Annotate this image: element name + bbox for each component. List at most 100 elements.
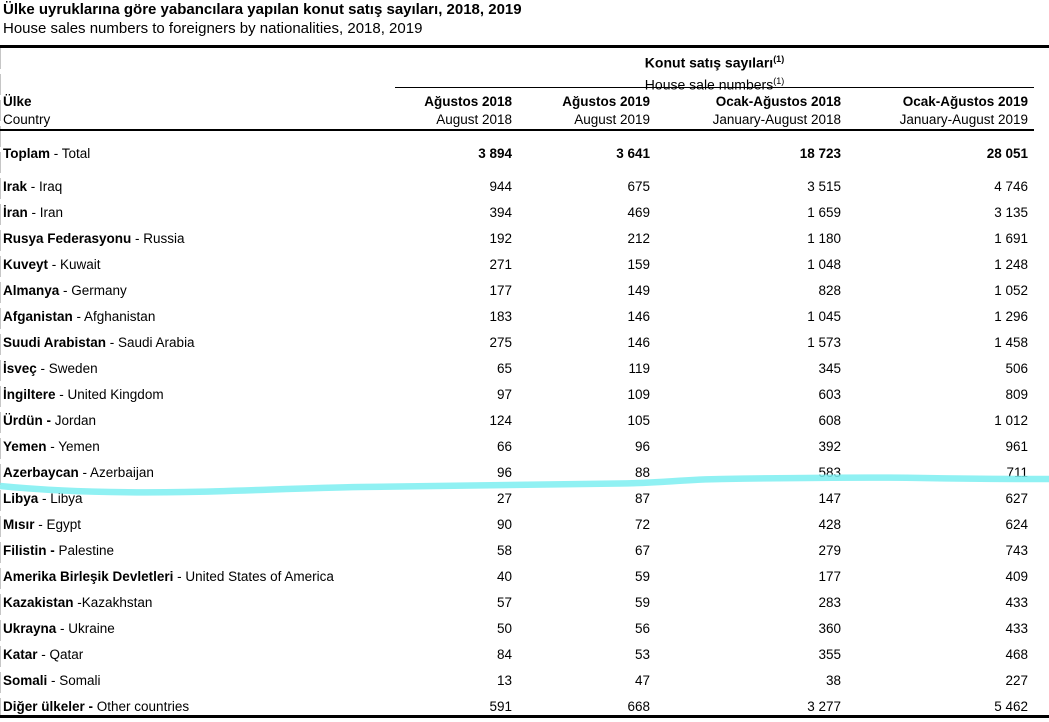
value-cell: 18 723 <box>799 145 841 161</box>
value-cell: 88 <box>634 464 650 480</box>
value-cell: 3 641 <box>616 145 650 161</box>
value-cell: 1 659 <box>807 204 841 220</box>
value-cell: 961 <box>1005 438 1028 454</box>
value-cell: 212 <box>627 230 650 246</box>
value-cell: 147 <box>818 490 841 506</box>
value-cell: 13 <box>496 672 512 688</box>
table-body: Toplam - Total 3 894 3 641 18 723 28 051 Irak… <box>0 133 1028 719</box>
value-cell: 345 <box>818 360 841 376</box>
value-cell: 105 <box>627 412 650 428</box>
group-header: Konut satış sayıları(1) House sale numbe… <box>395 50 1034 93</box>
country-cell: Amerika Birleşik Devletleri - United Sta… <box>3 568 334 584</box>
value-cell: 428 <box>818 516 841 532</box>
table-row: İngiltere - United Kingdom 97 109 603 809 <box>0 381 1028 407</box>
country-cell: Kazakistan -Kazakhstan <box>3 594 153 610</box>
country-cell: Kuveyt - Kuwait <box>3 256 101 272</box>
country-cell: Yemen - Yemen <box>3 438 100 454</box>
value-cell: 675 <box>627 178 650 194</box>
header-divider <box>0 129 1034 131</box>
value-cell: 1 691 <box>994 230 1028 246</box>
table-row: Libya - Libya 27 87 147 627 <box>0 485 1028 511</box>
value-cell: 96 <box>496 464 512 480</box>
value-cell: 603 <box>818 386 841 402</box>
value-cell: 96 <box>634 438 650 454</box>
value-cell: 3 135 <box>994 204 1028 220</box>
value-cell: 90 <box>496 516 512 532</box>
table-row: Suudi Arabistan - Saudi Arabia 275 146 1 57… <box>0 329 1028 355</box>
value-cell: 159 <box>627 256 650 272</box>
table-row: Katar - Qatar 84 53 355 468 <box>0 641 1028 667</box>
value-cell: 409 <box>1005 568 1028 584</box>
value-cell: 394 <box>489 204 512 220</box>
country-cell: Toplam - Total <box>3 145 91 161</box>
value-cell: 40 <box>496 568 512 584</box>
value-cell: 57 <box>496 594 512 610</box>
table-row: Somali - Somali 13 47 38 227 <box>0 667 1028 693</box>
value-cell: 84 <box>496 646 512 662</box>
value-cell: 355 <box>818 646 841 662</box>
country-cell: Ukrayna - Ukraine <box>3 620 115 636</box>
value-cell: 668 <box>627 698 650 714</box>
value-cell: 87 <box>634 490 650 506</box>
country-cell: Suudi Arabistan - Saudi Arabia <box>3 334 195 350</box>
table-row: Almanya - Germany 177 149 828 1 052 <box>0 277 1028 303</box>
value-cell: 627 <box>1005 490 1028 506</box>
column-header-jan-aug-2018: Ocak-Ağustos 2018 January-August 2018 <box>712 94 841 127</box>
value-cell: 591 <box>489 698 512 714</box>
value-cell: 3 515 <box>807 178 841 194</box>
value-cell: 1 296 <box>994 308 1028 324</box>
column-header-jan-aug-2019: Ocak-Ağustos 2019 January-August 2019 <box>899 94 1028 127</box>
value-cell: 183 <box>489 308 512 324</box>
value-cell: 59 <box>634 568 650 584</box>
country-cell: Mısır - Egypt <box>3 516 82 532</box>
table-row: Irak - Iraq 944 675 3 515 4 746 <box>0 173 1028 199</box>
table-row: Afganistan - Afghanistan 183 146 1 045 1 296 <box>0 303 1028 329</box>
group-header-turkish: Konut satış sayıları(1) <box>644 54 785 71</box>
table-row: Diğer ülkeler - Other countries 591 668 3 2… <box>0 693 1028 719</box>
value-cell: 711 <box>1006 464 1028 480</box>
value-cell: 67 <box>634 542 650 558</box>
value-cell: 109 <box>627 386 650 402</box>
table-row: Rusya Federasyonu - Russia 192 212 1 180 1 6… <box>0 225 1028 251</box>
value-cell: 177 <box>489 282 512 298</box>
page-title: Ülke uyruklarına göre yabancılara yapıla… <box>3 1 522 18</box>
column-header-aug-2018: Ağustos 2018 August 2018 <box>424 94 512 127</box>
footnote-marker: (1) <box>773 75 785 86</box>
table-row: Azerbaycan - Azerbaijan 96 88 583 711 <box>0 459 1028 485</box>
value-cell: 1 048 <box>807 256 841 272</box>
value-cell: 624 <box>1005 516 1028 532</box>
value-cell: 149 <box>627 282 650 298</box>
value-cell: 433 <box>1005 594 1028 610</box>
country-cell: Afganistan - Afghanistan <box>3 308 156 324</box>
value-cell: 38 <box>825 672 841 688</box>
table-row: Kazakistan -Kazakhstan 57 59 283 433 <box>0 589 1028 615</box>
country-cell: İngiltere - United Kingdom <box>3 386 164 402</box>
country-cell: Libya - Libya <box>3 490 83 506</box>
column-header-aug-2019: Ağustos 2019 August 2019 <box>562 94 650 127</box>
value-cell: 4 746 <box>994 178 1028 194</box>
group-header-english: House sale numbers(1) <box>644 75 785 93</box>
value-cell: 1 180 <box>807 230 841 246</box>
value-cell: 469 <box>627 204 650 220</box>
group-header-underline <box>395 87 1034 88</box>
value-cell: 809 <box>1005 386 1028 402</box>
value-cell: 1 045 <box>807 308 841 324</box>
value-cell: 828 <box>818 282 841 298</box>
value-cell: 392 <box>818 438 841 454</box>
value-cell: 5 462 <box>994 698 1028 714</box>
country-cell: Irak - Iraq <box>3 178 63 194</box>
country-cell: İran - Iran <box>3 204 64 220</box>
value-cell: 227 <box>1005 672 1028 688</box>
country-cell: Azerbaycan - Azerbaijan <box>3 464 154 480</box>
data-table: Toplam - Total 3 894 3 641 18 723 28 051 Irak… <box>0 133 1028 719</box>
country-column-header: Ülke Country <box>3 94 51 127</box>
value-cell: 1 052 <box>994 282 1028 298</box>
value-cell: 271 <box>489 256 512 272</box>
value-cell: 583 <box>818 464 841 480</box>
table-row: Filistin - Palestine 58 67 279 743 <box>0 537 1028 563</box>
page-subtitle: House sales numbers to foreigners by nat… <box>3 20 423 37</box>
table-row: Ukrayna - Ukraine 50 56 360 433 <box>0 615 1028 641</box>
country-cell: İsveç - Sweden <box>3 360 98 376</box>
total-row: Toplam - Total 3 894 3 641 18 723 28 051 <box>0 133 1028 173</box>
